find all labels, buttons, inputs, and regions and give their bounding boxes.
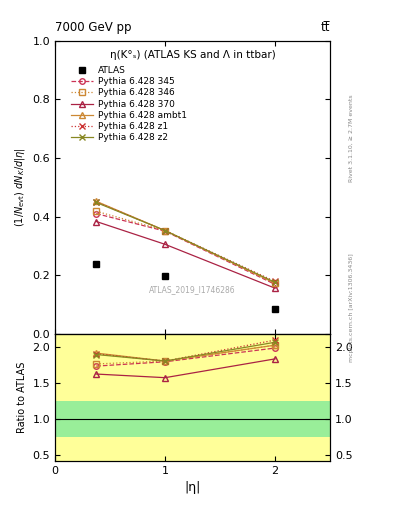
ATLAS	[163, 273, 167, 279]
Pythia 6.428 370	[94, 219, 99, 225]
Pythia 6.428 346	[273, 280, 277, 286]
Pythia 6.428 370	[273, 285, 277, 291]
X-axis label: |η|: |η|	[184, 481, 201, 494]
Bar	[55, 401, 330, 437]
Pythia 6.428 370	[163, 241, 167, 247]
Pythia 6.428 345	[163, 228, 167, 234]
ATLAS	[273, 306, 277, 312]
Line: Pythia 6.428 ambt1: Pythia 6.428 ambt1	[94, 199, 278, 286]
ATLAS	[94, 261, 99, 267]
Line: Pythia 6.428 370: Pythia 6.428 370	[94, 219, 278, 291]
Line: Pythia 6.428 z2: Pythia 6.428 z2	[93, 199, 279, 286]
Text: mcplots.cern.ch [arXiv:1306.3436]: mcplots.cern.ch [arXiv:1306.3436]	[349, 253, 354, 361]
Text: Rivet 3.1.10, ≥ 2.7M events: Rivet 3.1.10, ≥ 2.7M events	[349, 94, 354, 182]
Pythia 6.428 z1	[273, 279, 277, 285]
Text: tt̅: tt̅	[321, 20, 330, 34]
Y-axis label: Ratio to ATLAS: Ratio to ATLAS	[17, 361, 27, 433]
Pythia 6.428 346	[94, 208, 99, 215]
Legend: ATLAS, Pythia 6.428 345, Pythia 6.428 346, Pythia 6.428 370, Pythia 6.428 ambt1,: ATLAS, Pythia 6.428 345, Pythia 6.428 34…	[70, 66, 187, 142]
Line: ATLAS: ATLAS	[93, 261, 279, 312]
Pythia 6.428 z1	[94, 199, 99, 205]
Pythia 6.428 ambt1	[163, 227, 167, 233]
Text: 7000 GeV pp: 7000 GeV pp	[55, 20, 132, 34]
Pythia 6.428 ambt1	[273, 280, 277, 286]
Text: ATLAS_2019_I1746286: ATLAS_2019_I1746286	[149, 285, 236, 294]
Pythia 6.428 z2	[163, 227, 167, 233]
Pythia 6.428 z2	[273, 280, 277, 286]
Pythia 6.428 345	[94, 210, 99, 217]
Line: Pythia 6.428 z1: Pythia 6.428 z1	[93, 199, 279, 285]
Bar	[55, 334, 330, 461]
Y-axis label: $(1/N_\mathrm{evt})\ dN_K/d|\eta|$: $(1/N_\mathrm{evt})\ dN_K/d|\eta|$	[13, 147, 27, 227]
Pythia 6.428 z1	[163, 227, 167, 233]
Text: η(K°ₛ) (ATLAS KS and Λ in ttbar): η(K°ₛ) (ATLAS KS and Λ in ttbar)	[110, 50, 275, 60]
Pythia 6.428 345	[273, 282, 277, 288]
Pythia 6.428 z2	[94, 199, 99, 205]
Line: Pythia 6.428 345: Pythia 6.428 345	[94, 211, 278, 287]
Line: Pythia 6.428 346: Pythia 6.428 346	[94, 208, 278, 286]
Pythia 6.428 346	[163, 227, 167, 233]
Pythia 6.428 ambt1	[94, 198, 99, 204]
